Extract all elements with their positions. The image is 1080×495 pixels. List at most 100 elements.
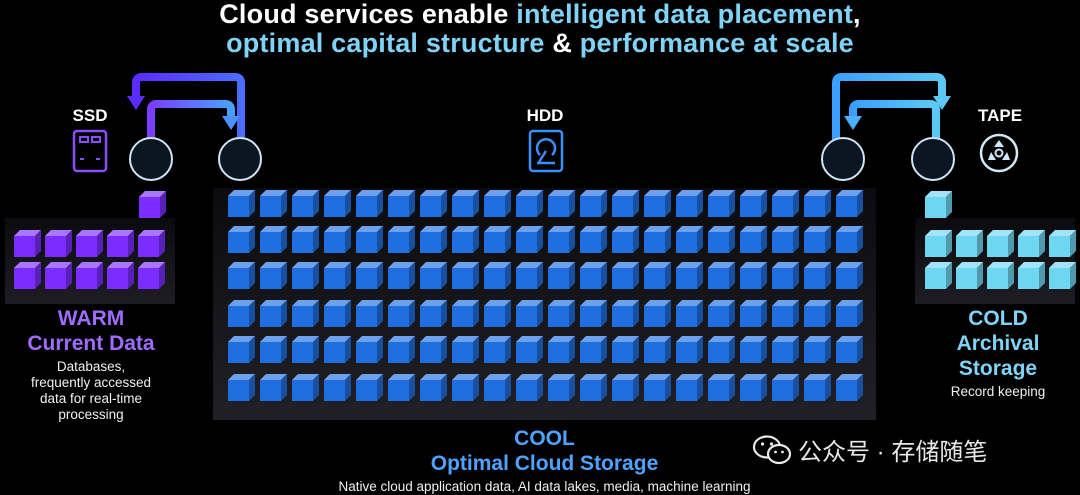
cold-transfer-badge (821, 137, 865, 181)
cool-data-cube (740, 190, 767, 217)
warm-transfer-badge (218, 137, 262, 181)
warm-data-cube (76, 230, 103, 257)
cool-data-cube (260, 374, 287, 401)
ssd-label: SSD (72, 106, 108, 125)
cold-data-cube (987, 230, 1014, 257)
cool-data-cube (516, 374, 543, 401)
cool-data-cube (516, 262, 543, 289)
cool-data-cube (260, 226, 287, 253)
cool-data-cube (708, 226, 735, 253)
cool-data-cube (644, 300, 671, 327)
cool-data-cube (740, 226, 767, 253)
cool-data-cube (228, 300, 255, 327)
cool-data-cube (324, 190, 351, 217)
cool-data-cube (740, 336, 767, 363)
cool-data-cube (612, 336, 639, 363)
cool-data-cube (676, 374, 703, 401)
cold-data-cube (925, 230, 952, 257)
cool-data-cube (452, 190, 479, 217)
cool-data-cube (292, 300, 319, 327)
warm-tier-label: WARM Current Data Databases, frequently … (0, 306, 182, 423)
cool-data-cube (260, 336, 287, 363)
tape-label: TAPE (977, 106, 1023, 125)
cool-data-cube (388, 374, 415, 401)
cool-data-cube (836, 336, 863, 363)
transfer-arrow-icon (832, 73, 951, 140)
cool-data-cube (644, 336, 671, 363)
cool-data-cube (452, 374, 479, 401)
cool-data-cube (388, 190, 415, 217)
warm-data-cube (45, 262, 72, 289)
cool-data-cube (708, 300, 735, 327)
cool-data-cube (740, 300, 767, 327)
cool-data-cube (356, 336, 383, 363)
cool-data-cube (292, 190, 319, 217)
cool-data-cube (836, 374, 863, 401)
cool-data-cube (804, 336, 831, 363)
cool-data-cube (388, 300, 415, 327)
cold-data-cube (1049, 230, 1076, 257)
cool-data-cube (260, 300, 287, 327)
cool-data-cube (580, 300, 607, 327)
warm-data-cube (45, 230, 72, 257)
cool-data-cube (484, 262, 511, 289)
cool-data-cube (548, 300, 575, 327)
wechat-icon (752, 434, 792, 464)
cool-data-cube (356, 374, 383, 401)
cool-data-cube (420, 190, 447, 217)
cool-data-cube (772, 190, 799, 217)
cold-data-cube (1018, 230, 1045, 257)
cool-data-cube (548, 374, 575, 401)
cool-data-cube (484, 300, 511, 327)
cool-data-cube (516, 336, 543, 363)
cool-data-cube (228, 336, 255, 363)
cold-tier-label: COLD Archival Storage Record keeping (918, 306, 1078, 400)
watermark-text: 公众号 · 存储随笔 (798, 439, 988, 466)
tape-icon (979, 133, 1019, 173)
cool-data-cube (676, 300, 703, 327)
cool-data-cube (772, 336, 799, 363)
cool-data-cube (804, 190, 831, 217)
cool-data-cube (228, 190, 255, 217)
cool-tier-label: COOL Optimal Cloud Storage Native cloud … (213, 426, 876, 495)
title-segment: Cloud services enable (219, 0, 517, 29)
title-line-1: Cloud services enable intelligent data p… (0, 0, 1080, 29)
cool-data-cube (580, 226, 607, 253)
cool-data-cube (580, 374, 607, 401)
warm-data-cube (139, 191, 166, 218)
warm-data-cube (138, 230, 165, 257)
cool-data-cube (548, 336, 575, 363)
cool-data-cube (708, 336, 735, 363)
cool-data-cube (420, 374, 447, 401)
title-line-2: optimal capital structure & performance … (0, 29, 1080, 58)
warm-data-cube (76, 262, 103, 289)
title-segment: optimal capital structure (226, 28, 545, 58)
cool-data-cube (676, 336, 703, 363)
cool-data-cube (708, 190, 735, 217)
cool-data-cube (260, 262, 287, 289)
cool-data-cube (292, 262, 319, 289)
cool-data-cube (292, 374, 319, 401)
cool-data-cube (836, 226, 863, 253)
cool-data-cube (292, 336, 319, 363)
warm-transfer-badge (129, 137, 173, 181)
warm-tier-description: Databases, frequently accessed data for … (30, 359, 152, 422)
cool-data-cube (292, 226, 319, 253)
cool-data-cube (516, 226, 543, 253)
cool-data-cube (548, 262, 575, 289)
cool-data-cube (580, 262, 607, 289)
cool-data-cube (356, 226, 383, 253)
cold-data-cube (987, 262, 1014, 289)
cool-tier-name: COOL (514, 427, 575, 450)
title-segment: & (544, 28, 580, 58)
cool-data-cube (740, 262, 767, 289)
cool-data-cube (612, 226, 639, 253)
cool-data-cube (548, 190, 575, 217)
cool-data-cube (836, 262, 863, 289)
cool-data-cube (516, 190, 543, 217)
cool-data-cube (772, 262, 799, 289)
cold-tier-subtitle: Archival (956, 332, 1040, 355)
cold-tier-name: COLD (968, 307, 1028, 330)
cool-data-cube (388, 226, 415, 253)
